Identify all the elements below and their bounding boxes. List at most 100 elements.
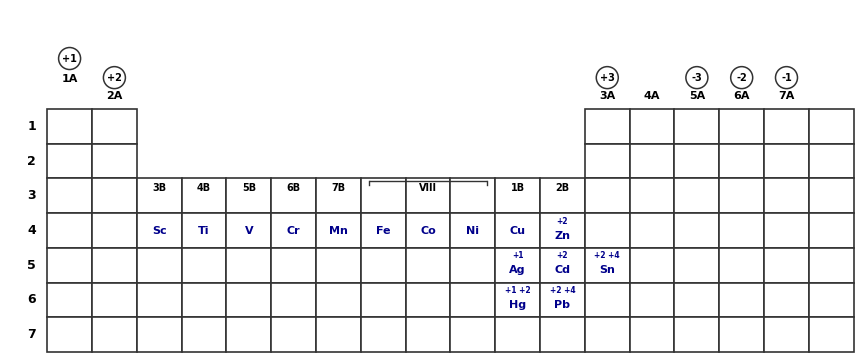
Bar xyxy=(450,283,495,317)
Bar xyxy=(495,283,540,317)
Bar xyxy=(92,317,136,352)
Bar xyxy=(182,248,227,283)
Bar xyxy=(316,178,361,213)
Bar xyxy=(585,248,630,283)
Bar xyxy=(92,109,136,144)
Text: VIII: VIII xyxy=(419,183,437,193)
Bar xyxy=(450,248,495,283)
Bar xyxy=(450,178,495,213)
Bar xyxy=(719,283,764,317)
Bar xyxy=(136,283,182,317)
Bar xyxy=(47,317,92,352)
Bar xyxy=(92,213,136,248)
Bar xyxy=(540,283,585,317)
Bar xyxy=(630,178,674,213)
Bar xyxy=(136,248,182,283)
Bar xyxy=(92,283,136,317)
Text: +2: +2 xyxy=(557,217,568,226)
Bar xyxy=(92,248,136,283)
Bar xyxy=(227,178,271,213)
Bar xyxy=(47,248,92,283)
Text: +2: +2 xyxy=(557,251,568,260)
Bar xyxy=(585,178,630,213)
Bar xyxy=(540,317,585,352)
Bar xyxy=(764,178,809,213)
Text: 6: 6 xyxy=(27,294,36,306)
Text: +1: +1 xyxy=(62,53,77,64)
Text: 6B: 6B xyxy=(287,183,300,193)
Bar xyxy=(719,248,764,283)
Text: 3B: 3B xyxy=(152,183,166,193)
Bar xyxy=(719,317,764,352)
Bar xyxy=(406,317,450,352)
Text: +1 +2: +1 +2 xyxy=(505,286,530,295)
Bar xyxy=(809,109,854,144)
Bar xyxy=(585,283,630,317)
Bar xyxy=(540,178,585,213)
Bar xyxy=(764,317,809,352)
Text: 1A: 1A xyxy=(62,74,78,84)
Bar xyxy=(764,144,809,178)
Bar xyxy=(495,178,540,213)
Text: 7B: 7B xyxy=(331,183,346,193)
Text: Pb: Pb xyxy=(554,300,571,310)
Text: -2: -2 xyxy=(736,73,747,83)
Bar xyxy=(227,213,271,248)
Text: Cd: Cd xyxy=(554,265,571,276)
Bar xyxy=(136,178,182,213)
Text: 6A: 6A xyxy=(734,91,750,101)
Text: 3A: 3A xyxy=(599,91,615,101)
Bar xyxy=(361,178,406,213)
Bar xyxy=(361,248,406,283)
Text: Fe: Fe xyxy=(376,225,390,236)
Bar xyxy=(719,213,764,248)
Text: Ni: Ni xyxy=(467,225,480,236)
Bar xyxy=(764,248,809,283)
Text: 2A: 2A xyxy=(106,91,123,101)
Bar xyxy=(182,178,227,213)
Bar xyxy=(406,248,450,283)
Bar xyxy=(764,283,809,317)
Text: 5A: 5A xyxy=(689,91,705,101)
Text: Cu: Cu xyxy=(510,225,526,236)
Bar xyxy=(227,283,271,317)
Bar xyxy=(271,248,316,283)
Text: Hg: Hg xyxy=(509,300,526,310)
Bar xyxy=(674,317,719,352)
Bar xyxy=(136,213,182,248)
Bar xyxy=(674,283,719,317)
Bar xyxy=(271,283,316,317)
Bar xyxy=(361,317,406,352)
Bar xyxy=(630,144,674,178)
Text: Ti: Ti xyxy=(198,225,209,236)
Bar xyxy=(540,248,585,283)
Bar xyxy=(630,109,674,144)
Text: 4A: 4A xyxy=(644,91,661,101)
Bar xyxy=(585,213,630,248)
Bar xyxy=(271,178,316,213)
Bar xyxy=(406,283,450,317)
Bar xyxy=(92,178,136,213)
Bar xyxy=(540,213,585,248)
Text: 5B: 5B xyxy=(242,183,256,193)
Bar xyxy=(47,213,92,248)
Bar xyxy=(182,317,227,352)
Bar xyxy=(674,109,719,144)
Bar xyxy=(271,213,316,248)
Bar xyxy=(495,317,540,352)
Text: Cr: Cr xyxy=(287,225,300,236)
Text: +1: +1 xyxy=(512,251,523,260)
Text: Ag: Ag xyxy=(510,265,526,276)
Text: -1: -1 xyxy=(781,73,792,83)
Bar xyxy=(316,283,361,317)
Bar xyxy=(719,144,764,178)
Bar xyxy=(630,317,674,352)
Text: Sn: Sn xyxy=(600,265,615,276)
Bar xyxy=(630,248,674,283)
Bar xyxy=(585,144,630,178)
Text: 3: 3 xyxy=(27,189,36,202)
Text: 1B: 1B xyxy=(511,183,525,193)
Text: 4: 4 xyxy=(27,224,36,237)
Bar xyxy=(136,317,182,352)
Text: 5: 5 xyxy=(27,259,36,272)
